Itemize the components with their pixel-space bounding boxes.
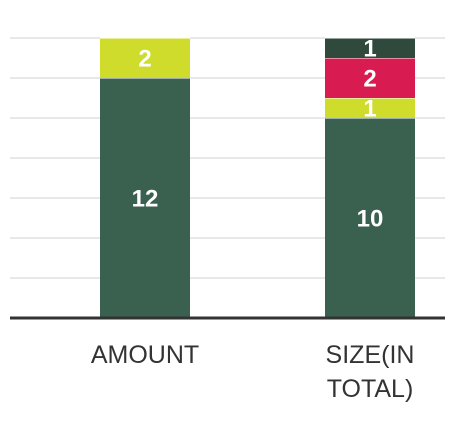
bar-segment	[100, 78, 190, 318]
bar-segment	[325, 118, 415, 318]
x-tick-label: SIZE(IN TOTAL)	[325, 341, 415, 403]
data-label: 1	[363, 35, 376, 62]
bar-segment	[100, 38, 190, 78]
bar-segment	[325, 38, 415, 58]
bar-segment	[325, 58, 415, 98]
data-label: 10	[357, 205, 384, 232]
bar-segment	[325, 98, 415, 118]
data-label: 12	[132, 185, 159, 212]
data-label: 2	[363, 65, 376, 92]
x-tick-label: AMOUNT	[90, 341, 200, 369]
data-label: 2	[138, 45, 151, 72]
data-label: 1	[363, 95, 376, 122]
